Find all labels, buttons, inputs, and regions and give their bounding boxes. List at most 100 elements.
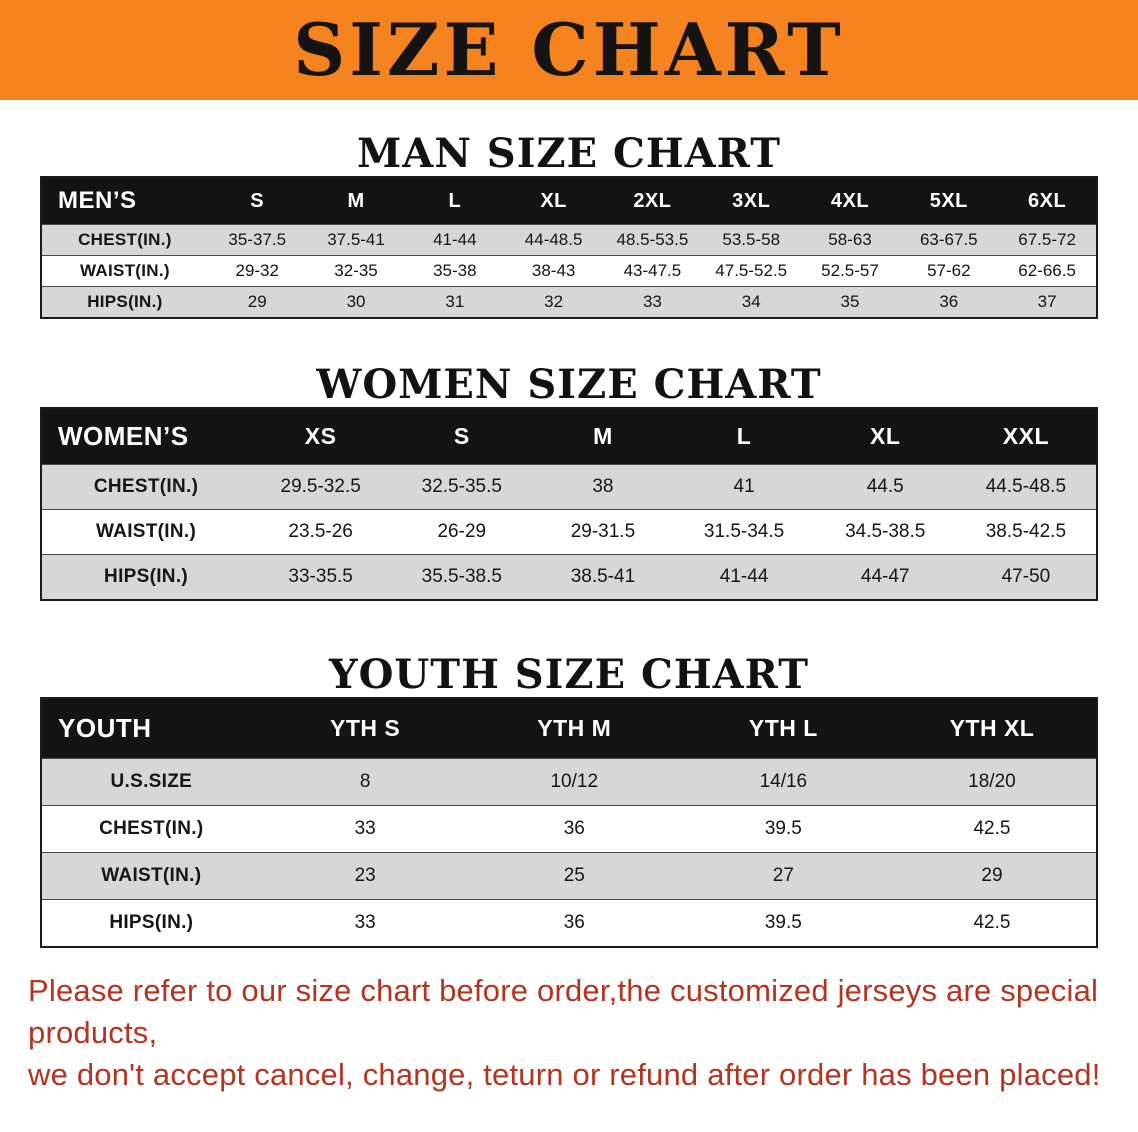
banner-title: SIZE CHART — [293, 7, 845, 92]
measurement-label: CHEST(IN.) — [41, 464, 251, 510]
mens-size-table: MEN’S S M L XL 2XL 3XL 4XL 5XL 6XL CHEST(IN.) 35-37… — [40, 176, 1098, 319]
measurement-value: 36 — [469, 805, 679, 853]
measurement-value: 34.5-38.5 — [814, 509, 956, 555]
measurement-value: 48.5-53.5 — [603, 224, 702, 256]
table-row: CHEST(IN.) 33 36 39.5 42.5 — [41, 805, 1097, 853]
measurement-value: 58-63 — [800, 224, 900, 256]
measurement-value: 23.5-26 — [250, 509, 392, 555]
measurement-value: 29-31.5 — [532, 509, 674, 555]
table-header-row: WOMEN’S XS S M L XL XXL — [41, 408, 1097, 465]
size-column-header: YTH M — [469, 698, 679, 759]
size-column-header: XS — [250, 408, 392, 465]
disclaimer-note: Please refer to our size chart before or… — [0, 970, 1138, 1096]
youth-section-heading: YOUTH SIZE CHART — [329, 651, 809, 698]
measurement-label: WAIST(IN.) — [41, 852, 261, 900]
measurement-value: 38.5-42.5 — [955, 509, 1097, 555]
table-row: CHEST(IN.) 35-37.5 37.5-41 41-44 44-48.5 48.5… — [41, 224, 1097, 256]
size-column-header: S — [207, 177, 307, 225]
measurement-value: 23 — [260, 852, 470, 900]
measurement-value: 39.5 — [678, 805, 888, 853]
measurement-value: 44-48.5 — [504, 224, 604, 256]
table-row: WAIST(IN.) 23 25 27 29 — [41, 852, 1097, 900]
measurement-value: 41-44 — [405, 224, 505, 256]
measurement-value: 53.5-58 — [701, 224, 801, 256]
measurement-value: 42.5 — [887, 805, 1097, 853]
measurement-value: 32 — [504, 286, 604, 318]
table-corner-label: WOMEN’S — [41, 408, 251, 465]
measurement-value: 32-35 — [306, 255, 406, 287]
measurement-value: 27 — [678, 852, 888, 900]
size-chart-banner: SIZE CHART — [0, 0, 1138, 100]
measurement-value: 47-50 — [955, 554, 1097, 600]
size-column-header: 4XL — [800, 177, 900, 225]
size-column-header: 2XL — [603, 177, 702, 225]
measurement-value: 35-37.5 — [207, 224, 307, 256]
size-column-header: M — [532, 408, 674, 465]
measurement-value: 57-62 — [899, 255, 999, 287]
measurement-value: 30 — [306, 286, 406, 318]
table-row: HIPS(IN.) 33-35.5 35.5-38.5 38.5-41 41-44 44-… — [41, 554, 1097, 600]
measurement-value: 42.5 — [887, 899, 1097, 947]
table-row: HIPS(IN.) 29 30 31 32 33 34 35 36 37 — [41, 286, 1097, 318]
size-column-header: XL — [504, 177, 604, 225]
measurement-value: 67.5-72 — [998, 224, 1097, 256]
measurement-value: 41 — [673, 464, 815, 510]
measurement-value: 38-43 — [504, 255, 604, 287]
measurement-value: 14/16 — [678, 758, 888, 806]
measurement-label: HIPS(IN.) — [41, 554, 251, 600]
measurement-value: 44-47 — [814, 554, 956, 600]
size-column-header: 6XL — [998, 177, 1097, 225]
disclaimer-line-1: Please refer to our size chart before or… — [28, 973, 1099, 1050]
size-column-header: YTH S — [260, 698, 470, 759]
table-header-row: YOUTH YTH S YTH M YTH L YTH XL — [41, 698, 1097, 759]
measurement-value: 29.5-32.5 — [250, 464, 392, 510]
measurement-value: 38.5-41 — [532, 554, 674, 600]
size-column-header: YTH XL — [887, 698, 1097, 759]
table-row: WAIST(IN.) 23.5-26 26-29 29-31.5 31.5-34.5 34… — [41, 509, 1097, 555]
womens-size-table: WOMEN’S XS S M L XL XXL CHEST(IN.) 29.5-32.5 32.5… — [40, 407, 1098, 601]
size-column-header: XL — [814, 408, 956, 465]
measurement-value: 37 — [998, 286, 1097, 318]
measurement-label: HIPS(IN.) — [41, 286, 208, 318]
measurement-label: WAIST(IN.) — [41, 255, 208, 287]
men-section-heading: MAN SIZE CHART — [357, 130, 781, 177]
measurement-value: 32.5-35.5 — [391, 464, 533, 510]
table-corner-label: YOUTH — [41, 698, 261, 759]
measurement-value: 29-32 — [207, 255, 307, 287]
disclaimer-line-2: we don't accept cancel, change, teturn o… — [28, 1056, 1101, 1092]
table-row: WAIST(IN.) 29-32 32-35 35-38 38-43 43-47.5 47.… — [41, 255, 1097, 287]
measurement-value: 62-66.5 — [998, 255, 1097, 287]
measurement-value: 33 — [260, 805, 470, 853]
measurement-value: 35 — [800, 286, 900, 318]
measurement-label: WAIST(IN.) — [41, 509, 251, 555]
size-column-header: 5XL — [899, 177, 999, 225]
women-size-section: WOMEN SIZE CHART WOMEN’S XS S M L XL XXL CHEST(… — [0, 363, 1138, 601]
youth-size-table: YOUTH YTH S YTH M YTH L YTH XL U.S.SIZE 8 10/12… — [40, 697, 1098, 948]
measurement-value: 33 — [603, 286, 702, 318]
table-header-row: MEN’S S M L XL 2XL 3XL 4XL 5XL 6XL — [41, 177, 1097, 225]
table-row: CHEST(IN.) 29.5-32.5 32.5-35.5 38 41 44.5 44.5… — [41, 464, 1097, 510]
measurement-value: 36 — [899, 286, 999, 318]
men-size-section: MAN SIZE CHART MEN’S S M L XL 2XL 3XL 4XL 5XL 6XL… — [0, 132, 1138, 319]
measurement-value: 18/20 — [887, 758, 1097, 806]
measurement-value: 37.5-41 — [306, 224, 406, 256]
measurement-value: 35-38 — [405, 255, 505, 287]
measurement-value: 26-29 — [391, 509, 533, 555]
measurement-value: 63-67.5 — [899, 224, 999, 256]
youth-size-section: YOUTH SIZE CHART YOUTH YTH S YTH M YTH L YTH… — [0, 653, 1138, 948]
measurement-value: 35.5-38.5 — [391, 554, 533, 600]
measurement-value: 33 — [260, 899, 470, 947]
size-column-header: L — [673, 408, 815, 465]
women-section-heading: WOMEN SIZE CHART — [316, 361, 822, 408]
measurement-label: U.S.SIZE — [41, 758, 261, 806]
measurement-value: 44.5 — [814, 464, 956, 510]
measurement-value: 36 — [469, 899, 679, 947]
measurement-value: 34 — [701, 286, 801, 318]
measurement-value: 25 — [469, 852, 679, 900]
table-row: HIPS(IN.) 33 36 39.5 42.5 — [41, 899, 1097, 947]
size-column-header: YTH L — [678, 698, 888, 759]
measurement-value: 44.5-48.5 — [955, 464, 1097, 510]
measurement-value: 10/12 — [469, 758, 679, 806]
size-column-header: XXL — [955, 408, 1097, 465]
measurement-label: CHEST(IN.) — [41, 805, 261, 853]
